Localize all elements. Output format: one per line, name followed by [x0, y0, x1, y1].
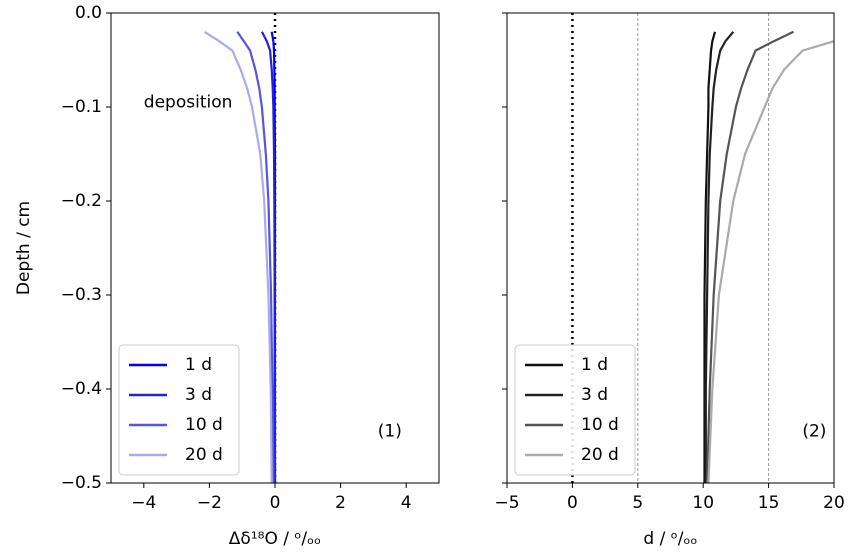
panel: −5 0 5 10 15 20 d / ᵒ/ₒₒ (2) 1 d 3 d 10 d 20 d [494, 12, 845, 549]
legend-label: 3 d [581, 385, 608, 405]
legend-box [514, 344, 636, 476]
series-line [707, 40, 834, 483]
y-tick-label: −0.3 [61, 285, 102, 305]
series-line [706, 30, 794, 483]
annotation: (1) [378, 421, 402, 441]
x-tick-label: −4 [131, 493, 156, 513]
annotation: (2) [802, 421, 826, 441]
series-line [203, 30, 273, 483]
series-line [703, 31, 717, 483]
x-tick-label: −5 [494, 493, 519, 513]
x-tick-label: 2 [335, 493, 346, 513]
legend-label: 10 d [581, 415, 619, 435]
x-tick-label: 0 [270, 493, 281, 513]
x-axis-label: Δδ¹⁸O / ᵒ/ₒₒ [229, 529, 321, 549]
legend-label: 1 d [185, 355, 212, 375]
y-tick-label: 0.0 [75, 3, 102, 23]
x-tick-label: −2 [197, 493, 222, 513]
plot-frame [506, 12, 835, 484]
series-line [260, 31, 277, 483]
legend-label: 1 d [581, 355, 608, 375]
x-tick-label: 5 [632, 493, 643, 513]
x-tick-label: 10 [692, 493, 714, 513]
legend-label: 20 d [185, 445, 223, 465]
y-tick-label: −0.1 [61, 97, 102, 117]
panel: −4 −2 0 2 4 0.0 −0.1 −0.2 −0.3 −0.4 −0.5 Δδ¹⁸O / ᵒ/… [14, 3, 440, 549]
x-tick-label: 4 [401, 493, 412, 513]
y-tick-label: −0.5 [61, 473, 102, 493]
annotation: deposition [144, 92, 233, 112]
legend-box [118, 344, 240, 476]
series-line [704, 31, 735, 483]
legend-label: 20 d [581, 445, 619, 465]
x-tick-label: 15 [758, 493, 780, 513]
legend-label: 3 d [185, 385, 212, 405]
y-tick-label: −0.4 [61, 379, 102, 399]
y-tick-label: −0.2 [61, 191, 102, 211]
x-axis-label: d / ᵒ/ₒₒ [643, 529, 697, 549]
legend-label: 10 d [185, 415, 223, 435]
series-line [236, 31, 275, 483]
x-tick-label: 0 [567, 493, 578, 513]
y-axis-label: Depth / cm [14, 201, 34, 295]
x-tick-label: 20 [823, 493, 845, 513]
